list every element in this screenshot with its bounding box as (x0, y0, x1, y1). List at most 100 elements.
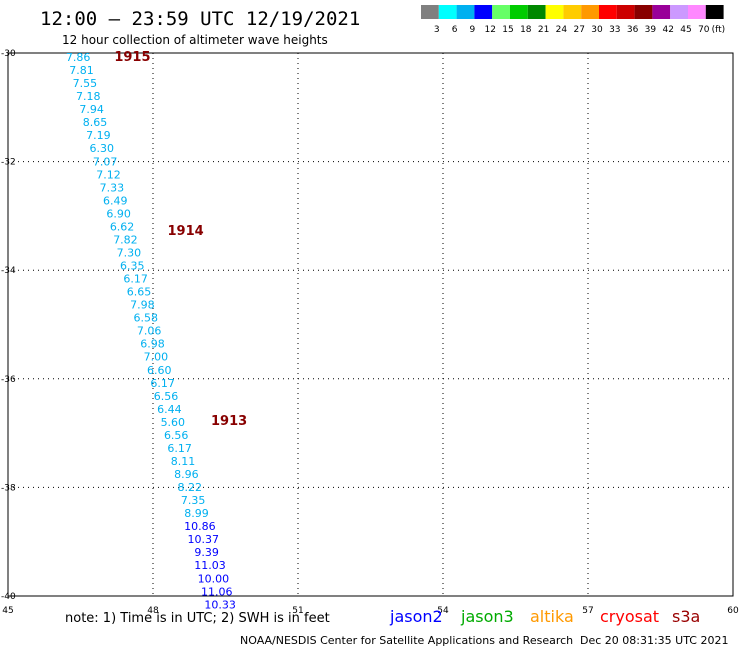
swh-value-label: 7.19 (86, 129, 111, 142)
lat-tick-label: -40 (1, 592, 16, 602)
map-subtitle: 12 hour collection of altimeter wave hei… (62, 33, 328, 47)
legend-tick-label: 6 (452, 25, 458, 35)
legend-swatch (563, 5, 582, 19)
lon-tick-label: 48 (147, 606, 159, 616)
generated-timestamp: Dec 20 08:31:35 UTC 2021 (580, 634, 729, 647)
swh-value-label: 6.35 (120, 260, 145, 273)
lon-tick-label: 45 (2, 606, 13, 616)
legend-swatch (670, 5, 688, 19)
swh-value-label: 8.11 (171, 455, 196, 468)
swh-value-label: 7.98 (130, 299, 155, 312)
credit-line: NOAA/NESDIS Center for Satellite Applica… (240, 634, 574, 647)
satellite-cryosat: cryosat (600, 607, 660, 626)
swh-value-label: 7.82 (113, 233, 138, 246)
legend-swatch (527, 5, 546, 19)
swh-value-label: 7.81 (69, 64, 94, 77)
legend-swatch (581, 5, 599, 19)
swh-value-label: 10.33 (204, 598, 236, 611)
satellite-altika: altika (530, 607, 574, 626)
legend-swatch (634, 5, 653, 19)
swh-value-label: 7.94 (79, 103, 104, 116)
legend-tick-label: 30 (591, 25, 603, 35)
legend-swatch (438, 5, 457, 19)
swh-value-label: 11.03 (194, 559, 226, 572)
swh-value-label: 6.62 (110, 220, 135, 233)
lat-tick-label: -36 (1, 375, 16, 385)
footer-note: note: 1) Time is in UTC; 2) SWH is in fe… (65, 611, 330, 626)
swh-value-label: 7.86 (66, 51, 91, 64)
swh-value-label: 6.65 (127, 286, 152, 299)
swh-value-label: 7.30 (117, 246, 142, 259)
legend-swatch (421, 5, 439, 19)
legend-swatch (474, 5, 493, 19)
swh-value-label: 6.44 (157, 403, 182, 416)
swh-value-label: 7.33 (100, 181, 125, 194)
swh-value-label: 7.12 (96, 168, 121, 181)
legend-swatch (652, 5, 671, 19)
pass-number-label: 1914 (168, 224, 204, 239)
legend-tick-label: 39 (645, 25, 657, 35)
swh-value-label: 7.00 (144, 351, 169, 364)
swh-value-label: 7.35 (181, 494, 206, 507)
swh-value-label: 7.07 (93, 155, 118, 168)
swh-value-label: 10.86 (184, 520, 216, 533)
satellite-s3a: s3a (672, 607, 701, 626)
legend-tick-label: 21 (538, 25, 549, 35)
legend-tick-label: 45 (680, 25, 691, 35)
lat-tick-label: -32 (1, 158, 16, 168)
legend-tick-label: 9 (470, 25, 476, 35)
legend-swatch (510, 5, 528, 19)
swh-value-label: 6.90 (106, 207, 131, 220)
swh-value-label: 6.49 (103, 194, 128, 207)
satellite-jason2: jason2 (390, 607, 443, 626)
legend-tick-label: 42 (662, 25, 673, 35)
legend-swatch (705, 5, 724, 19)
legend-tick-label: 33 (609, 25, 620, 35)
pass-number-label: 1913 (211, 414, 247, 429)
lat-tick-label: -30 (1, 49, 16, 59)
swh-value-label: 10.37 (188, 533, 220, 546)
legend-swatch (545, 5, 564, 19)
satellite-jason3: jason3 (461, 607, 514, 626)
map-title: 12:00 – 23:59 UTC 12/19/2021 (40, 8, 361, 30)
legend-swatch (492, 5, 510, 19)
swh-value-label: 5.60 (161, 416, 186, 429)
legend-tick-label: 3 (434, 25, 440, 35)
swh-value-label: 10.00 (198, 572, 230, 585)
swh-value-label: 6.60 (147, 364, 172, 377)
map-plot-area: 45 48 51 54 57 60-30-32-34-36-38-407.867.817.… (1, 49, 739, 616)
legend-swatch (616, 5, 635, 19)
lat-tick-label: -38 (1, 483, 16, 493)
swh-value-label: 6.17 (150, 377, 175, 390)
swh-value-label: 6.56 (154, 390, 179, 403)
swh-value-label: 11.06 (201, 585, 233, 598)
swh-value-label: 6.17 (123, 273, 148, 286)
swh-value-label: 7.18 (76, 90, 101, 103)
legend-tick-label: 12 (484, 25, 495, 35)
swh-value-label: 8.99 (184, 507, 209, 520)
legend-tick-label: 18 (520, 25, 532, 35)
lon-tick-label: 57 (582, 606, 593, 616)
legend-tick-label: 36 (627, 25, 639, 35)
pass-number-label: 1915 (114, 50, 150, 65)
lon-tick-label: 60 (727, 606, 739, 616)
swh-value-label: 8.65 (83, 116, 108, 129)
swh-value-label: 9.39 (194, 546, 219, 559)
legend-tick-label: 27 (573, 25, 584, 35)
swh-value-label: 7.55 (73, 77, 98, 90)
lat-tick-label: -34 (1, 266, 16, 276)
legend-tick-label: 24 (556, 25, 568, 35)
swh-value-label: 6.56 (164, 429, 189, 442)
legend-swatch (456, 5, 475, 19)
legend-tick-label: 15 (502, 25, 513, 35)
swh-value-label: 6.98 (140, 338, 165, 351)
legend-swatch (688, 5, 706, 19)
swh-value-label: 8.22 (177, 481, 202, 494)
legend-tick-label: 70 (698, 25, 710, 35)
lon-tick-label: 54 (437, 606, 449, 616)
swh-value-label: 8.96 (174, 468, 199, 481)
swh-value-label: 6.58 (134, 312, 159, 325)
lon-tick-label: 51 (292, 606, 303, 616)
swh-value-label: 6.30 (90, 142, 115, 155)
